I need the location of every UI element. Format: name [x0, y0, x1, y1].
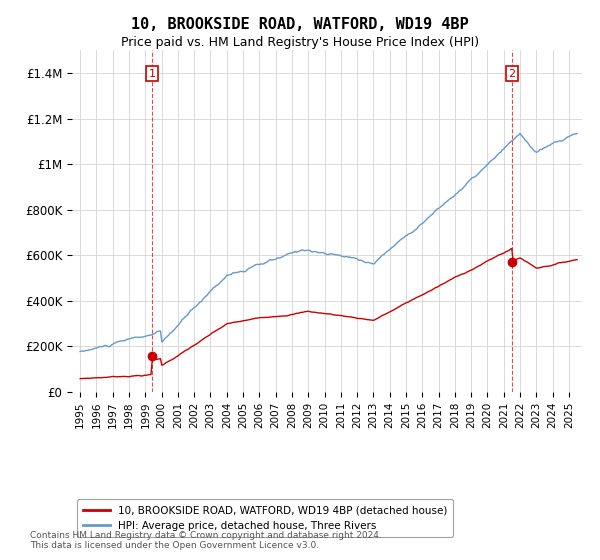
Text: 1: 1 — [148, 69, 155, 78]
Text: 2: 2 — [508, 69, 515, 78]
Text: Contains HM Land Registry data © Crown copyright and database right 2024.
This d: Contains HM Land Registry data © Crown c… — [30, 530, 382, 550]
Text: Price paid vs. HM Land Registry's House Price Index (HPI): Price paid vs. HM Land Registry's House … — [121, 36, 479, 49]
Legend: 10, BROOKSIDE ROAD, WATFORD, WD19 4BP (detached house), HPI: Average price, deta: 10, BROOKSIDE ROAD, WATFORD, WD19 4BP (d… — [77, 500, 454, 537]
Text: 10, BROOKSIDE ROAD, WATFORD, WD19 4BP: 10, BROOKSIDE ROAD, WATFORD, WD19 4BP — [131, 17, 469, 32]
